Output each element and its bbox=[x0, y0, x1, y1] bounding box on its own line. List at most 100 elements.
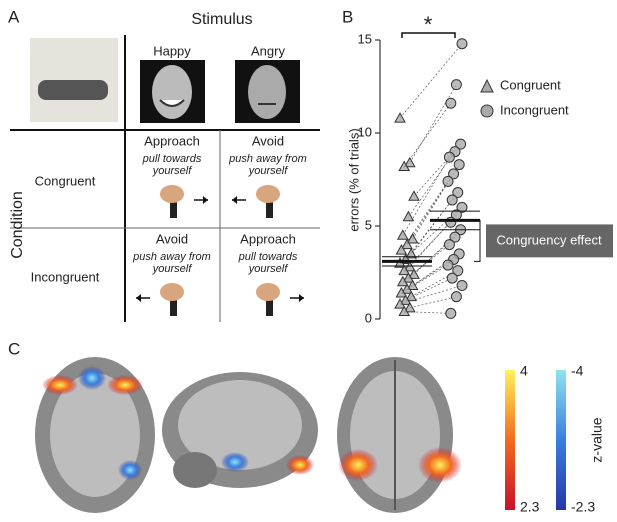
stimulus-title: Stimulus bbox=[191, 11, 252, 28]
y-tick-label: 5 bbox=[365, 217, 372, 232]
brain-sagittal bbox=[178, 380, 302, 470]
colorbar-min: -2.3 bbox=[571, 499, 595, 515]
y-tick-label: 0 bbox=[365, 310, 372, 325]
triangle-point bbox=[394, 298, 406, 309]
instruction: yourself bbox=[152, 263, 192, 275]
column-label: Angry bbox=[251, 43, 285, 58]
triangle-point bbox=[406, 279, 419, 291]
colorbar-max: 4 bbox=[520, 363, 528, 379]
circle-point bbox=[452, 265, 464, 277]
panel-a: A Stimulus Happy Angry Condition Congrue… bbox=[8, 7, 320, 322]
circle-point bbox=[453, 159, 465, 171]
row-title: Condition bbox=[9, 191, 26, 259]
action: Approach bbox=[240, 231, 296, 246]
colorbar-label: z-value bbox=[589, 417, 605, 462]
legend-label: Incongruent bbox=[500, 102, 569, 117]
action: Avoid bbox=[156, 231, 188, 246]
hand bbox=[160, 283, 184, 301]
significance: * bbox=[424, 12, 433, 37]
triangle-point bbox=[396, 275, 409, 287]
y-tick-label: 15 bbox=[358, 31, 372, 46]
instruction: push away from bbox=[132, 251, 211, 263]
arrow-head bbox=[203, 196, 208, 204]
circle-point bbox=[450, 79, 462, 91]
pair-line bbox=[403, 103, 452, 167]
colorbar-max: -4 bbox=[571, 363, 584, 379]
triangle-point bbox=[402, 210, 415, 222]
triangle-point bbox=[398, 305, 411, 317]
triangle-point bbox=[401, 283, 413, 294]
pair-line bbox=[403, 222, 452, 271]
hand bbox=[256, 185, 280, 203]
circle-point bbox=[445, 97, 457, 109]
column-label: Happy bbox=[153, 43, 191, 58]
face bbox=[248, 65, 286, 119]
lab-photo-person bbox=[38, 80, 108, 100]
pair-line bbox=[408, 151, 456, 217]
panel-label: C bbox=[8, 339, 20, 358]
action: Avoid bbox=[252, 133, 284, 148]
circle-point bbox=[446, 194, 458, 206]
row-label: Congruent bbox=[35, 173, 96, 188]
pair-line bbox=[399, 285, 463, 305]
triangle-point bbox=[402, 272, 415, 283]
pair-line bbox=[409, 296, 457, 309]
instruction: push away from bbox=[228, 153, 307, 165]
circle-point bbox=[456, 201, 468, 213]
panel-label: A bbox=[8, 7, 20, 26]
arrow-head bbox=[299, 294, 304, 302]
arrow-head bbox=[232, 196, 237, 204]
action: Approach bbox=[144, 133, 200, 148]
pair-line bbox=[405, 199, 453, 260]
legend-marker bbox=[480, 104, 494, 118]
arrow-head bbox=[136, 294, 141, 302]
circle-point bbox=[443, 239, 455, 251]
hand bbox=[160, 185, 184, 203]
circle-point bbox=[450, 291, 462, 303]
y-axis-label: errors (% of trials) bbox=[346, 128, 361, 231]
joystick bbox=[170, 192, 177, 218]
triangle-point bbox=[401, 238, 413, 250]
circle-point bbox=[442, 259, 454, 271]
significance-bracket bbox=[401, 32, 456, 38]
joystick bbox=[170, 290, 177, 316]
hand bbox=[256, 283, 280, 301]
triangle-point bbox=[408, 190, 420, 201]
circle-point bbox=[446, 272, 458, 284]
circle-point bbox=[449, 231, 461, 243]
colorbar-min: 2.3 bbox=[520, 499, 540, 515]
effect-bracket bbox=[474, 219, 481, 262]
smile bbox=[159, 99, 185, 107]
circle-point bbox=[448, 168, 460, 180]
circle-point bbox=[452, 187, 464, 199]
triangle-point bbox=[403, 156, 416, 168]
circle-point bbox=[445, 307, 457, 319]
colorbar-positive bbox=[505, 370, 515, 510]
circle-point bbox=[443, 151, 455, 163]
circle-point bbox=[456, 38, 468, 50]
pair-line bbox=[402, 157, 450, 236]
legend-label: Congruent bbox=[500, 77, 561, 92]
panel-label: B bbox=[342, 7, 353, 26]
joystick bbox=[266, 192, 273, 218]
triangle-point bbox=[405, 247, 418, 259]
legend-marker bbox=[480, 78, 494, 93]
brain-axial bbox=[50, 373, 140, 497]
triangle-point bbox=[395, 244, 408, 255]
circle-point bbox=[456, 280, 468, 292]
triangle-point bbox=[399, 294, 412, 305]
triangle-point bbox=[408, 268, 420, 279]
pair-line bbox=[401, 181, 449, 251]
instruction: yourself bbox=[248, 165, 288, 177]
triangle-point bbox=[394, 112, 406, 123]
triangle-point bbox=[396, 229, 409, 240]
colorbar-negative bbox=[556, 370, 566, 510]
triangle-point bbox=[403, 301, 416, 313]
circle-point bbox=[455, 138, 467, 150]
triangle-point bbox=[405, 290, 418, 302]
instruction: yourself bbox=[152, 165, 192, 177]
triangle-point bbox=[398, 264, 411, 276]
effect-box bbox=[486, 224, 613, 258]
